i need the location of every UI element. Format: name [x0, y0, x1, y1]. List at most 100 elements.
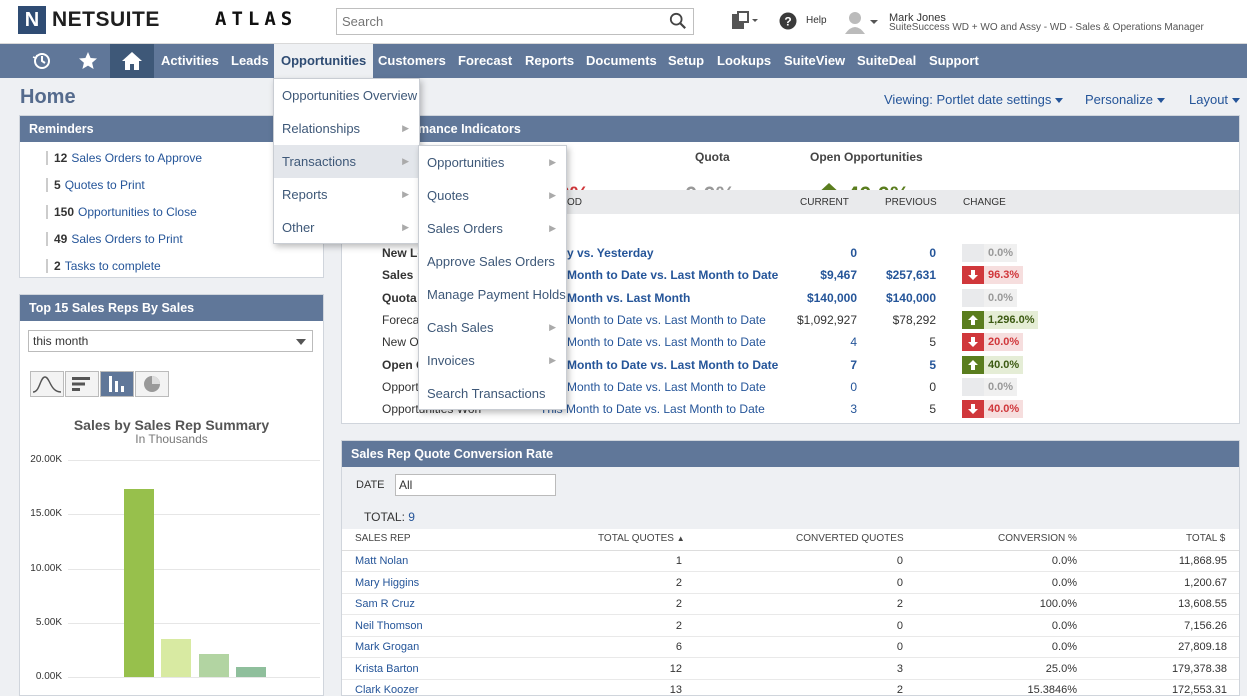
nav-suiteview[interactable]: SuiteView: [784, 53, 846, 68]
nav-lookups[interactable]: Lookups: [717, 53, 772, 68]
chart-bar[interactable]: [161, 639, 191, 677]
nav-reports[interactable]: Reports: [525, 53, 575, 68]
pie-chart-icon[interactable]: [135, 371, 169, 397]
reminder-item[interactable]: 150 Opportunities to Close: [46, 205, 197, 219]
user-name[interactable]: Mark Jones: [889, 12, 946, 24]
reminder-item[interactable]: 49 Sales Orders to Print: [46, 232, 183, 246]
kpi-header-change: CHANGE: [963, 197, 1006, 208]
nav-support[interactable]: Support: [929, 53, 979, 68]
header-sales-rep[interactable]: SALES REP: [355, 533, 411, 544]
kpi-row: New Le y vs. Yesterday 0 0 0.0%: [342, 242, 1239, 264]
header-total-quotes[interactable]: TOTAL QUOTES ▲: [598, 533, 685, 544]
user-avatar-icon[interactable]: [843, 10, 879, 34]
kpi-current-value[interactable]: 0: [850, 246, 857, 260]
bar-vertical-icon[interactable]: [100, 371, 134, 397]
sales-rep-link[interactable]: Mary Higgins: [355, 576, 420, 589]
chart-bar[interactable]: [236, 666, 266, 677]
viewing-portlet-settings-dropdown[interactable]: Viewing: Portlet date settings: [884, 92, 1064, 107]
submenu-item-search-transactions[interactable]: Search Transactions: [419, 377, 566, 410]
kpi-period-link[interactable]: Month to Date vs. Last Month to Date: [567, 312, 766, 327]
header-total-amount[interactable]: TOTAL $: [1186, 533, 1226, 544]
menu-item-reports[interactable]: Reports ▶: [274, 178, 419, 211]
kpi-current-value[interactable]: 4: [850, 335, 857, 350]
menu-item-transactions[interactable]: Transactions ▶: [274, 145, 419, 178]
nav-opportunities[interactable]: Opportunities: [274, 44, 374, 78]
submenu-item-sales-orders[interactable]: Sales Orders ▶: [419, 212, 566, 245]
search-icon[interactable]: [669, 12, 687, 30]
submenu-item-cash-sales[interactable]: Cash Sales ▶: [419, 311, 566, 344]
reminder-label[interactable]: Opportunities to Close: [78, 205, 197, 219]
reminder-count: 2: [54, 259, 61, 273]
nav-setup[interactable]: Setup: [668, 53, 705, 68]
sales-rep-link[interactable]: Sam R Cruz: [355, 598, 415, 610]
kpi-current-value[interactable]: 7: [850, 357, 857, 372]
header-conversion-pct[interactable]: CONVERSION %: [998, 533, 1077, 544]
sales-rep-link[interactable]: Neil Thomson: [355, 619, 423, 632]
header-converted-quotes[interactable]: CONVERTED QUOTES: [796, 533, 904, 544]
nav-customers[interactable]: Customers: [378, 53, 446, 68]
submenu-item-quotes[interactable]: Quotes ▶: [419, 179, 566, 212]
submenu-item-opportunities[interactable]: Opportunities ▶: [419, 146, 566, 179]
sales-rep-link[interactable]: Matt Nolan: [355, 555, 409, 567]
nav-suitedeal[interactable]: SuiteDeal: [857, 53, 917, 68]
netsuite-logo-icon[interactable]: N: [18, 6, 46, 34]
chart-bar[interactable]: [124, 489, 154, 677]
kpi-period-link[interactable]: Month vs. Last Month: [567, 290, 691, 305]
kpi-period-link[interactable]: y vs. Yesterday: [567, 246, 654, 260]
favorites-star-icon[interactable]: [66, 44, 110, 78]
submenu-item-manage-payment-holds[interactable]: Manage Payment Holds: [419, 278, 566, 311]
kpi-period-link[interactable]: Month to Date vs. Last Month to Date: [567, 268, 779, 283]
layout-dropdown[interactable]: Layout: [1189, 92, 1241, 107]
total-row: TOTAL: 9: [364, 510, 415, 524]
reminder-label[interactable]: Quotes to Print: [64, 178, 145, 192]
line-chart-icon[interactable]: [30, 371, 64, 397]
date-filter-input[interactable]: All: [395, 474, 556, 496]
help-icon[interactable]: ?: [779, 12, 797, 30]
submenu-item-invoices[interactable]: Invoices ▶: [419, 344, 566, 377]
sales-rep-link[interactable]: Mark Grogan: [355, 641, 420, 653]
sales-rep-link[interactable]: Clark Koozer: [355, 684, 419, 696]
total-quotes: 2: [675, 598, 682, 610]
menu-item-label: Reports: [282, 187, 328, 202]
user-role[interactable]: SuiteSuccess WD + WO and Assy - WD - Sal…: [889, 22, 1204, 33]
kpi-period-link[interactable]: Month to Date vs. Last Month to Date: [567, 379, 766, 394]
reminder-item[interactable]: 12 Sales Orders to Approve: [46, 151, 202, 165]
kpi-current-value[interactable]: $140,000: [806, 290, 857, 305]
period-value: this month: [33, 334, 89, 348]
submenu-item-approve-sales-orders[interactable]: Approve Sales Orders: [419, 245, 566, 278]
chart-bar[interactable]: [199, 654, 229, 677]
menu-item-relationships[interactable]: Relationships ▶: [274, 112, 419, 145]
nav-forecast[interactable]: Forecast: [458, 53, 513, 68]
search-input[interactable]: [337, 9, 657, 34]
reminder-item[interactable]: 5 Quotes to Print: [46, 178, 145, 192]
sales-rep-link[interactable]: Krista Barton: [355, 662, 419, 675]
reminder-label[interactable]: Tasks to complete: [64, 259, 161, 273]
home-icon[interactable]: [110, 44, 154, 78]
kpi-current-value[interactable]: 0: [850, 379, 857, 394]
brand-name[interactable]: NETSUITE: [52, 8, 160, 31]
create-new-icon[interactable]: [730, 10, 758, 32]
period-select[interactable]: this month: [28, 330, 313, 352]
reminder-item[interactable]: 2 Tasks to complete: [46, 259, 161, 273]
nav-leads[interactable]: Leads: [231, 53, 269, 68]
submenu-item-label: Quotes: [427, 188, 469, 203]
personalize-dropdown[interactable]: Personalize: [1085, 92, 1165, 107]
menu-item-opportunities-overview[interactable]: Opportunities Overview: [274, 79, 419, 112]
menu-item-other[interactable]: Other ▶: [274, 211, 419, 244]
kpi-period-link[interactable]: This Month to Date vs. Last Month to Dat…: [540, 402, 765, 417]
kpi-current-value[interactable]: $9,467: [820, 268, 857, 283]
kpi-period-link[interactable]: Month to Date vs. Last Month to Date: [567, 335, 766, 350]
kpi-period-link[interactable]: Month to Date vs. Last Month to Date: [567, 357, 779, 372]
nav-documents[interactable]: Documents: [586, 53, 657, 68]
reminder-label[interactable]: Sales Orders to Approve: [71, 151, 203, 165]
recent-records-icon[interactable]: [20, 44, 64, 78]
help-link[interactable]: Help: [806, 15, 827, 26]
quote-table-header: [342, 529, 1239, 551]
kpi-current-value[interactable]: 3: [850, 402, 857, 417]
converted-quotes: 0: [896, 619, 903, 632]
nav-activities[interactable]: Activities: [161, 53, 219, 68]
reminder-label[interactable]: Sales Orders to Print: [71, 232, 183, 246]
total-value-link[interactable]: 9: [408, 510, 415, 524]
bar-horizontal-icon[interactable]: [65, 371, 99, 397]
kpi-current-value[interactable]: $1,092,927: [796, 312, 857, 327]
